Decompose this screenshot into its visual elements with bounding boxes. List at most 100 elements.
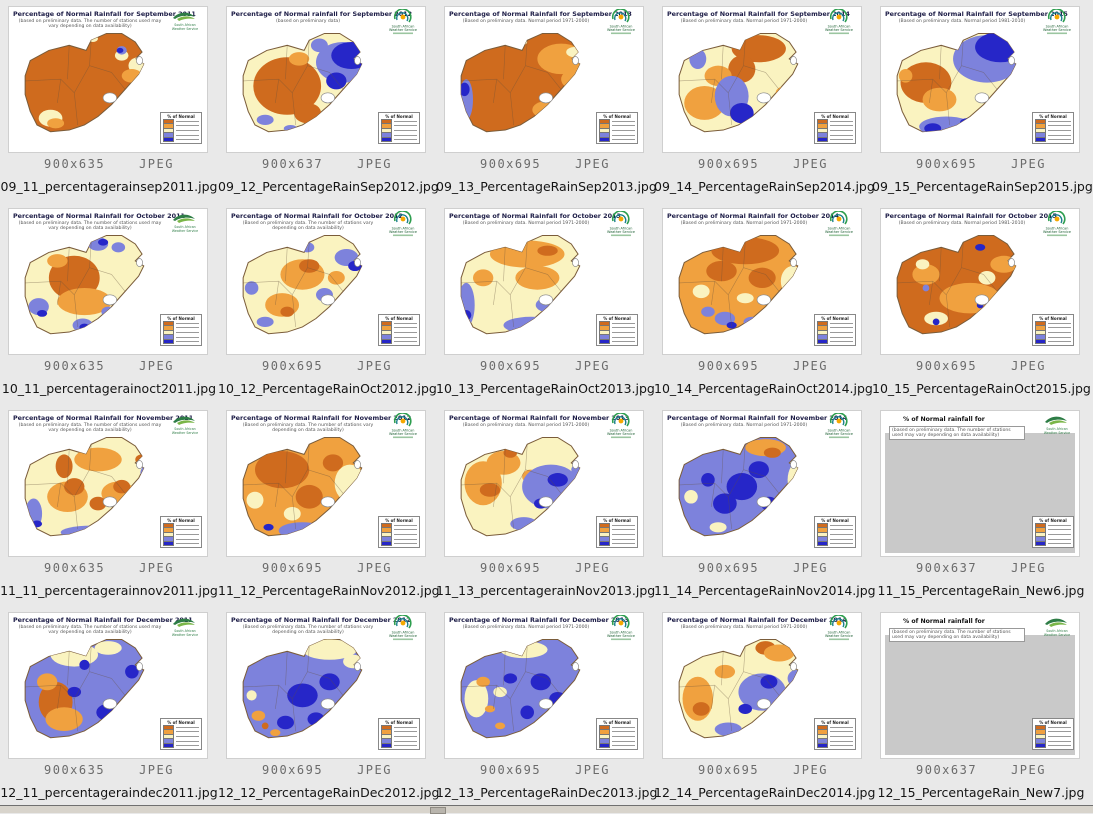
- legend-range-text: [394, 524, 417, 526]
- south-africa-map: [460, 436, 581, 537]
- legend-row: [817, 339, 853, 345]
- image-filename[interactable]: 10_11_percentagerainoct2011.jpg: [1, 381, 217, 396]
- image-thumbnail[interactable]: Percentage of Normal Rainfall for Octobe…: [226, 208, 426, 355]
- image-thumbnail[interactable]: Percentage of Normal Rainfall for Decemb…: [8, 612, 208, 759]
- map-subtitle: (based on preliminary data. The number o…: [18, 625, 162, 635]
- image-filename[interactable]: 09_12_PercentageRainSep2012.jpg: [218, 179, 439, 194]
- legend-range-text: [176, 529, 199, 531]
- image-filename[interactable]: 11_15_PercentageRain_New6.jpg: [877, 583, 1085, 598]
- legend-title: % of Normal: [167, 720, 195, 726]
- legend-range-text: [394, 740, 417, 742]
- legend-swatch: [1035, 339, 1046, 345]
- image-thumbnail[interactable]: Percentage of Normal Rainfall for Novemb…: [444, 410, 644, 557]
- image-filename[interactable]: 11_13_percentagerainNov2013.jpg: [436, 583, 656, 598]
- image-filename[interactable]: 10_15_PercentageRainOct2015.jpg: [872, 381, 1091, 396]
- legend-row: [381, 541, 417, 547]
- image-thumbnail[interactable]: % of Normal rainfall for (based on preli…: [880, 612, 1080, 759]
- thumbnail-cell[interactable]: Percentage of Normal Rainfall for Septem…: [0, 3, 218, 205]
- image-filename[interactable]: 10_14_PercentageRainOct2014.jpg: [654, 381, 873, 396]
- legend-range-text: [612, 731, 635, 733]
- image-filename[interactable]: 12_14_PercentageRainDec2014.jpg: [654, 785, 876, 800]
- image-thumbnail[interactable]: % of Normal rainfall for (based on preli…: [880, 410, 1080, 557]
- legend-range-text: [830, 125, 853, 127]
- image-filename[interactable]: 10_12_PercentageRainOct2012.jpg: [218, 381, 437, 396]
- thumbnail-cell[interactable]: Percentage of Normal Rainfall for Novemb…: [0, 407, 218, 609]
- image-thumbnail[interactable]: Percentage of Normal Rainfall for Novemb…: [226, 410, 426, 557]
- map-title: Percentage of Normal Rainfall for Decemb…: [13, 616, 193, 624]
- legend-range-text: [394, 327, 417, 329]
- image-format: JPEG: [357, 157, 392, 171]
- legend-swatch: [817, 743, 828, 749]
- saws-logo-icon: South African Weather Service: [601, 614, 641, 641]
- map-subtitle: (Based on preliminary data. Normal perio…: [462, 625, 590, 630]
- thumbnail-cell[interactable]: Percentage of Normal Rainfall for Decemb…: [0, 609, 218, 811]
- svg-text:South African: South African: [1046, 427, 1067, 431]
- south-africa-map: [678, 32, 799, 133]
- thumbnail-cell[interactable]: Percentage of Normal Rainfall for Octobe…: [0, 205, 218, 407]
- thumbnail-cell[interactable]: Percentage of Normal Rainfall for Decemb…: [654, 609, 876, 811]
- legend-range-text: [176, 538, 199, 540]
- thumbnail-cell[interactable]: Percentage of Normal Rainfall for Septem…: [436, 3, 657, 205]
- image-filename[interactable]: 09_11_percentagerainsep2011.jpg: [0, 179, 218, 194]
- image-thumbnail[interactable]: Percentage of Normal Rainfall for Decemb…: [662, 612, 862, 759]
- thumbnail-cell[interactable]: Percentage of Normal Rainfall for Novemb…: [218, 407, 440, 609]
- image-thumbnail[interactable]: Percentage of Normal rainfall for Septem…: [226, 6, 426, 153]
- legend-range-text: [830, 740, 853, 742]
- thumbnail-cell[interactable]: Percentage of Normal Rainfall for Septem…: [654, 3, 875, 205]
- image-filename[interactable]: 12_15_PercentageRain_New7.jpg: [877, 785, 1085, 800]
- image-thumbnail[interactable]: Percentage of Normal Rainfall for Septem…: [8, 6, 208, 153]
- image-meta: 900x695 JPEG: [436, 157, 654, 171]
- svg-text:South African: South African: [1046, 25, 1069, 29]
- svg-text:South African: South African: [1046, 629, 1067, 633]
- legend-swatch: [381, 541, 392, 547]
- thumbnail-cell[interactable]: Percentage of Normal rainfall for Septem…: [218, 3, 439, 205]
- image-filename[interactable]: 09_15_PercentageRainSep2015.jpg: [872, 179, 1093, 194]
- legend-row: [381, 137, 417, 143]
- thumbnail-cell[interactable]: Percentage of Normal Rainfall for Octobe…: [872, 205, 1091, 407]
- legend-range-text: [612, 125, 635, 127]
- thumbnail-cell[interactable]: Percentage of Normal Rainfall for Octobe…: [218, 205, 437, 407]
- image-thumbnail[interactable]: Percentage of Normal Rainfall for Decemb…: [226, 612, 426, 759]
- image-thumbnail[interactable]: Percentage of Normal Rainfall for Octobe…: [662, 208, 862, 355]
- image-dimensions: 900x695: [262, 561, 324, 575]
- thumbnail-cell[interactable]: Percentage of Normal Rainfall for Octobe…: [436, 205, 655, 407]
- horizontal-scrollbar[interactable]: [0, 805, 1093, 814]
- image-filename[interactable]: 10_13_PercentageRainOct2013.jpg: [436, 381, 655, 396]
- image-thumbnail[interactable]: Percentage of Normal Rainfall for Octobe…: [444, 208, 644, 355]
- saws-logo-icon: South African Weather Service: [1037, 8, 1077, 35]
- image-thumbnail[interactable]: Percentage of Normal Rainfall for Septem…: [880, 6, 1080, 153]
- map-legend: % of Normal: [1032, 718, 1074, 750]
- image-filename[interactable]: 11_14_PercentageRainNov2014.jpg: [654, 583, 876, 598]
- image-thumbnail[interactable]: Percentage of Normal Rainfall for Septem…: [662, 6, 862, 153]
- thumbnail-cell[interactable]: Percentage of Normal Rainfall for Novemb…: [436, 407, 656, 609]
- saws-logo-icon: South African Weather Service: [819, 8, 859, 35]
- image-filename[interactable]: 12_11_percentageraindec2011.jpg: [0, 785, 218, 800]
- image-thumbnail[interactable]: Percentage of Normal Rainfall for Decemb…: [444, 612, 644, 759]
- image-filename[interactable]: 09_14_PercentageRainSep2014.jpg: [654, 179, 875, 194]
- image-filename[interactable]: 12_13_PercentageRainDec2013.jpg: [436, 785, 658, 800]
- legend-swatch: [1035, 743, 1046, 749]
- thumbnail-cell[interactable]: Percentage of Normal Rainfall for Decemb…: [218, 609, 440, 811]
- thumbnail-cell[interactable]: Percentage of Normal Rainfall for Novemb…: [654, 407, 876, 609]
- image-thumbnail[interactable]: Percentage of Normal Rainfall for Octobe…: [880, 208, 1080, 355]
- image-filename[interactable]: 12_12_PercentageRainDec2012.jpg: [218, 785, 440, 800]
- image-thumbnail[interactable]: Percentage of Normal Rainfall for Novemb…: [8, 410, 208, 557]
- image-thumbnail[interactable]: Percentage of Normal Rainfall for Octobe…: [8, 208, 208, 355]
- svg-text:Weather Service: Weather Service: [172, 229, 198, 233]
- thumbnail-cell[interactable]: Percentage of Normal Rainfall for Octobe…: [654, 205, 873, 407]
- legend-range-text: [612, 736, 635, 738]
- image-filename[interactable]: 09_13_PercentageRainSep2013.jpg: [436, 179, 657, 194]
- image-format: JPEG: [139, 157, 174, 171]
- thumbnail-cell[interactable]: Percentage of Normal Rainfall for Decemb…: [436, 609, 658, 811]
- legend-swatch: [599, 137, 610, 143]
- thumbnail-cell[interactable]: Percentage of Normal Rainfall for Septem…: [872, 3, 1093, 205]
- legend-title: % of Normal: [821, 518, 849, 524]
- thumbnail-cell[interactable]: % of Normal rainfall for (based on preli…: [872, 609, 1090, 811]
- image-thumbnail[interactable]: Percentage of Normal Rainfall for Novemb…: [662, 410, 862, 557]
- image-filename[interactable]: 11_11_percentagerainnov2011.jpg: [0, 583, 218, 598]
- image-filename[interactable]: 11_12_PercentageRainNov2012.jpg: [218, 583, 440, 598]
- map-legend: % of Normal: [160, 718, 202, 750]
- thumbnail-cell[interactable]: % of Normal rainfall for (based on preli…: [872, 407, 1090, 609]
- image-thumbnail[interactable]: Percentage of Normal Rainfall for Septem…: [444, 6, 644, 153]
- south-africa-map: [678, 234, 799, 335]
